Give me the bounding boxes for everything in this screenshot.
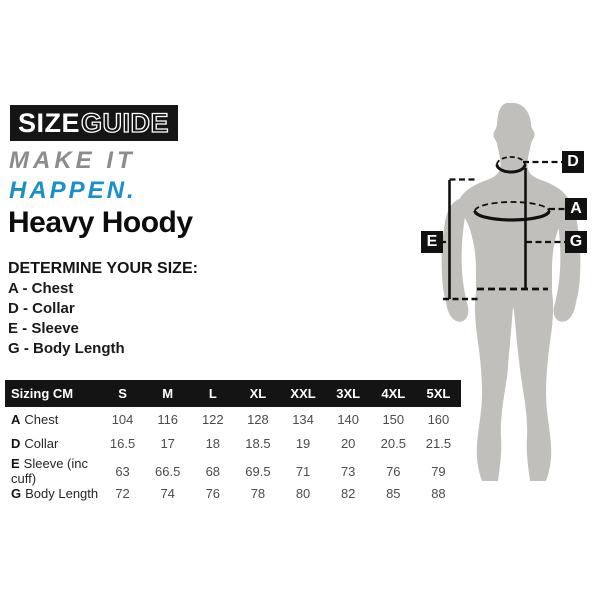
chest-m: 116 [157,411,179,427]
marker-collar-d: D [562,151,584,173]
collar-xl: 18.5 [245,436,271,452]
row-label: Collar [24,436,59,452]
measure-key-body-length: G - Body Length [8,340,125,357]
figure-right-arm [553,199,581,322]
bodylen-3xl: 82 [340,485,356,501]
collar-m: 17 [160,436,175,452]
bodylen-m: 74 [160,485,175,501]
figure-diagram [441,102,581,482]
brand-logo-outline: GUIDE [80,107,170,138]
bodylen-xl: 78 [250,485,266,501]
sleeve-l: 68 [205,463,221,479]
chest-4xl: 150 [382,411,405,427]
header-sizing-cm: Sizing CM [11,386,74,401]
chest-s: 104 [111,411,134,427]
product-title: Heavy Hoody [8,206,193,239]
collar-5xl: 21.5 [425,436,452,452]
row-key: G [11,485,22,501]
header-size-3xl: 3XL [336,386,361,401]
row-key: A [11,411,21,427]
size-table: Sizing CM S M L XL XXL 3XL 4XL 5XL A Ches… [5,380,461,505]
measure-key-collar: D - Collar [8,300,75,317]
header-size-xxl: XXL [290,386,316,401]
row-label: Sleeve (inc cuff) [11,456,88,487]
chest-xl: 128 [247,411,269,427]
chest-measure-ellipse-bottom [473,210,551,222]
sleeve-xl: 69.5 [245,463,271,479]
collar-s: 16.5 [109,436,136,452]
chest-xxl: 134 [292,411,314,427]
header-size-l: L [208,386,217,401]
collar-measure-ellipse-bottom [495,164,527,174]
table-row-sleeve: E Sleeve (inc cuff) 63 66.5 68 69.5 71 73… [5,456,461,486]
row-label: Body Length [25,485,99,501]
bodylen-5xl: 88 [431,485,446,501]
sleeve-s: 63 [115,463,130,479]
collar-xxl: 19 [295,436,311,452]
collar-l: 18 [205,436,221,452]
table-row-collar: D Collar 16.5 17 18 18.5 19 20 20.5 21.5 [5,432,461,457]
measure-key-sleeve: E - Sleeve [8,320,79,337]
measurement-key-list: A - Chest D - Collar E - Sleeve G - Body… [8,280,125,360]
sleeve-3xl: 73 [340,463,356,479]
header-size-xl: XL [249,386,267,401]
tagline-line2: HAPPEN. [9,177,137,204]
header-size-5xl: 5XL [426,386,451,401]
sleeve-4xl: 76 [386,463,401,479]
bodylen-4xl: 85 [386,485,401,501]
row-key: E [11,456,20,472]
sleeve-m: 66.5 [155,463,181,479]
header-size-m: M [162,386,174,401]
marker-sleeve-e: E [421,231,443,253]
determine-size-heading: DETERMINE YOUR SIZE: [8,260,198,277]
figure-silhouette [459,102,569,482]
figure-left-arm [441,199,469,322]
collar-measure-ellipse-top [496,156,526,165]
bodylen-s: 72 [115,485,130,501]
marker-chest-a: A [565,198,587,220]
header-size-s: S [118,386,127,401]
collar-4xl: 20.5 [380,436,406,452]
table-row-body-length: G Body Length 72 74 76 78 80 82 85 88 [5,481,461,506]
tagline-line1: MAKE IT [9,147,136,174]
chest-measure-ellipse-top [474,201,550,212]
sleeve-5xl: 79 [431,463,446,479]
table-row-chest: A Chest 104 116 122 128 134 140 150 160 [5,407,461,432]
marker-body-length-g: G [565,231,587,253]
brand-logo-solid: SIZE [18,107,81,138]
bodylen-l: 76 [205,485,221,501]
measure-key-chest: A - Chest [8,280,74,297]
chest-l: 122 [201,411,224,427]
brand-logo: SIZE GUIDE [10,105,178,141]
collar-3xl: 20 [340,436,356,452]
header-size-4xl: 4XL [381,386,406,401]
size-table-header: Sizing CM S M L XL XXL 3XL 4XL 5XL [5,380,461,407]
row-key: D [11,436,21,452]
chest-5xl: 160 [427,411,450,427]
row-label: Chest [24,411,59,427]
chest-3xl: 140 [337,411,360,427]
sleeve-xxl: 71 [295,463,311,479]
bodylen-xxl: 80 [295,485,311,501]
